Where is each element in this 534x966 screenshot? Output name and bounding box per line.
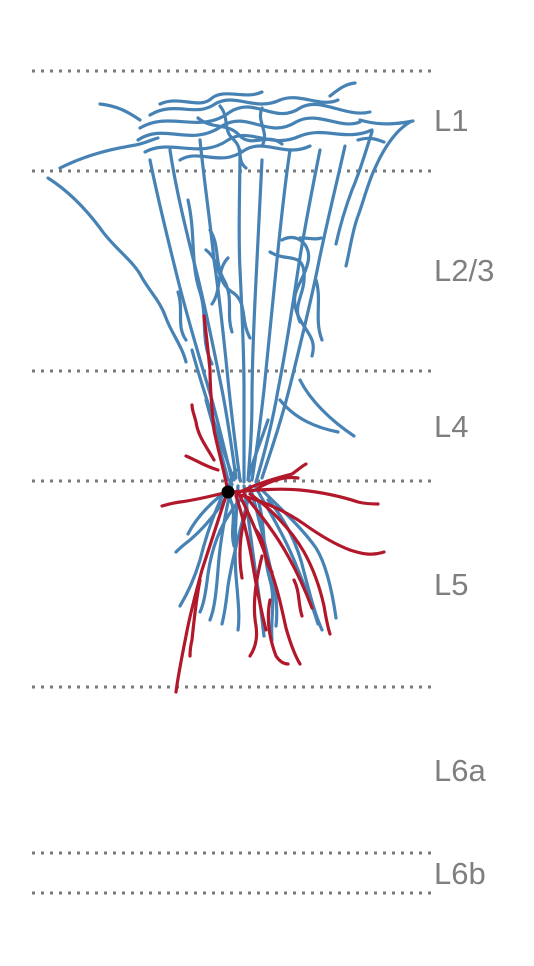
axon-arbor <box>46 81 415 642</box>
layer-label-l1: L1 <box>434 103 468 138</box>
layer-labels: L1 L2/3 L4 L5 L6a L6b <box>434 103 494 891</box>
layer-label-l6b: L6b <box>434 856 486 891</box>
layer-boundaries <box>32 69 432 895</box>
dendrite-tree <box>160 314 386 694</box>
layer-label-l4: L4 <box>434 409 468 444</box>
layer-label-l5: L5 <box>434 567 468 602</box>
layer-label-l6a: L6a <box>434 753 486 788</box>
soma <box>221 485 235 499</box>
layer-label-l23: L2/3 <box>434 253 494 288</box>
